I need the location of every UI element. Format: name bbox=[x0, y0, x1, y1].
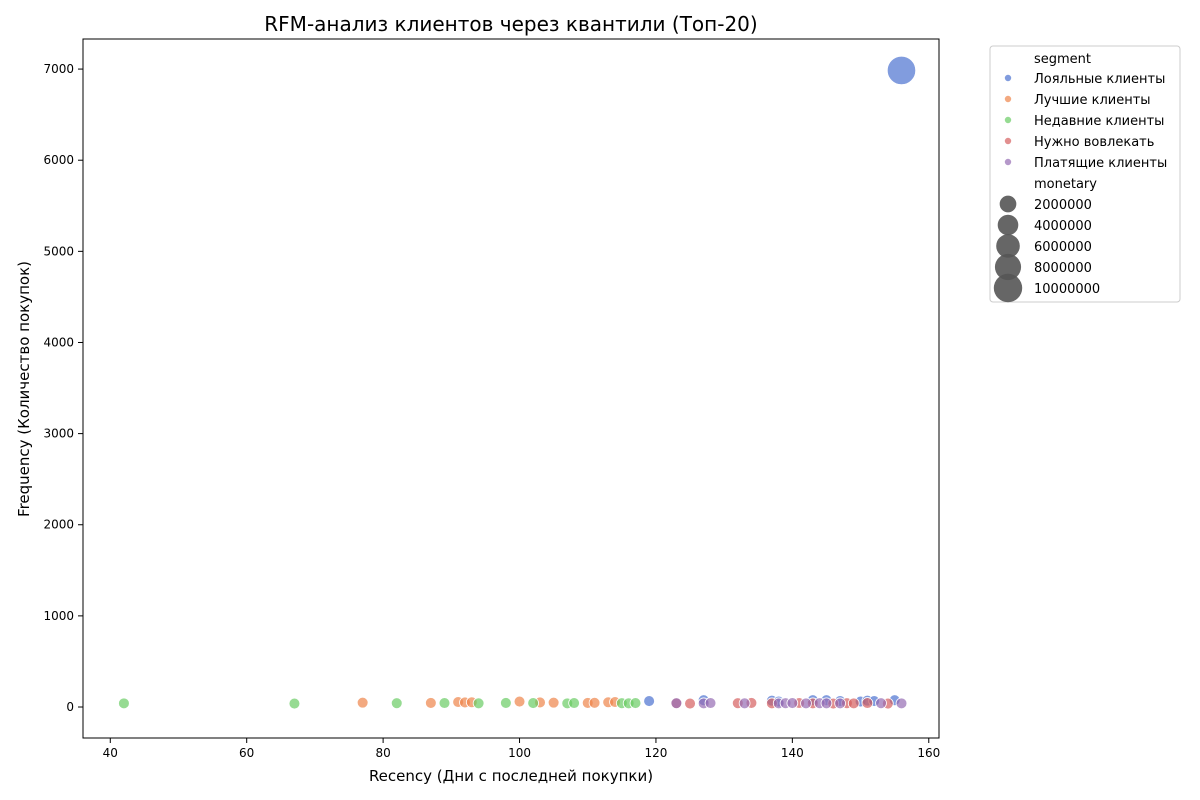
legend-size-entries: 2000000 4000000 6000000 8000000 10000000 bbox=[993, 195, 1100, 303]
legend-label-4: Платящие клиенты bbox=[1034, 156, 1167, 171]
point-1-0 bbox=[356, 696, 369, 709]
y-axis-ticks: 0 1000 2000 3000 4000 5000 6000 7000 bbox=[43, 62, 83, 714]
legend-label-1: Лучшие клиенты bbox=[1034, 93, 1151, 108]
legend-marker-0 bbox=[1004, 74, 1013, 83]
y-tick-label-4: 4000 bbox=[43, 335, 74, 349]
x-tick-label-2: 80 bbox=[375, 746, 390, 760]
point-3-10 bbox=[861, 697, 874, 709]
y-tick-label-1: 1000 bbox=[43, 609, 74, 623]
point-4-11 bbox=[875, 697, 887, 710]
x-axis-label: Recency (Дни с последней покупки) bbox=[369, 767, 653, 785]
legend-marker-4 bbox=[1004, 157, 1013, 166]
y-tick-label-6: 6000 bbox=[43, 153, 74, 167]
legend-marker-3 bbox=[1004, 136, 1013, 145]
legend-frame bbox=[989, 45, 1181, 303]
x-tick-label-3: 100 bbox=[508, 746, 531, 760]
legend-size-marker-4 bbox=[993, 273, 1023, 303]
legend-label-3: Нужно вовлекать bbox=[1034, 135, 1154, 150]
point-4-2 bbox=[704, 697, 717, 709]
legend-size-marker-2 bbox=[996, 234, 1020, 258]
legend-marker-2 bbox=[1004, 116, 1013, 125]
points-layer bbox=[118, 55, 917, 710]
legend-size-marker-1 bbox=[997, 214, 1019, 236]
x-tick-label-1: 60 bbox=[239, 746, 254, 760]
legend-size-label-1: 4000000 bbox=[1034, 219, 1092, 234]
y-axis-label: Frequency (Количество покупок) bbox=[15, 261, 33, 517]
legend-hue-entries: Лояльные клиенты Лучшие клиенты Недавние к… bbox=[1004, 72, 1167, 171]
legend-size-marker-0 bbox=[999, 195, 1017, 213]
x-axis-ticks: 40 60 80 100 120 140 160 bbox=[103, 738, 940, 760]
y-tick-label-7: 7000 bbox=[43, 62, 74, 76]
legend-size-label-2: 6000000 bbox=[1034, 240, 1092, 255]
legend-size-label-4: 10000000 bbox=[1034, 282, 1100, 297]
point-2-0 bbox=[118, 697, 130, 710]
legend-label-0: Лояльные клиенты bbox=[1034, 72, 1165, 87]
legend-size-title: monetary bbox=[1034, 177, 1097, 192]
point-2-5 bbox=[500, 697, 512, 709]
point-1-1 bbox=[425, 697, 437, 709]
point-4-7 bbox=[800, 697, 812, 710]
legend-size-marker-3 bbox=[994, 253, 1022, 281]
point-4-6 bbox=[786, 697, 799, 709]
y-tick-label-3: 3000 bbox=[43, 427, 74, 441]
x-tick-label-5: 140 bbox=[781, 746, 804, 760]
point-4-12 bbox=[895, 697, 908, 710]
legend-size-label-3: 8000000 bbox=[1034, 261, 1092, 276]
point-2-1 bbox=[288, 697, 301, 710]
y-tick-label-2: 2000 bbox=[43, 518, 74, 532]
point-0-1 bbox=[643, 695, 655, 707]
point-3-9 bbox=[847, 697, 860, 710]
x-tick-label-0: 40 bbox=[103, 746, 118, 760]
legend-label-2: Недавние клиенты bbox=[1034, 114, 1164, 129]
point-2-4 bbox=[472, 697, 485, 710]
point-2-8 bbox=[568, 697, 580, 709]
point-4-3 bbox=[738, 697, 751, 710]
point-3-1 bbox=[684, 697, 696, 710]
legend-marker-1 bbox=[1004, 95, 1013, 104]
point-2-3 bbox=[438, 697, 451, 709]
legend: segment Лояльные клиенты Лучшие клиенты Не… bbox=[989, 45, 1181, 303]
y-tick-label-0: 0 bbox=[66, 700, 74, 714]
legend-size-label-0: 2000000 bbox=[1034, 198, 1092, 213]
point-1-9 bbox=[588, 696, 601, 709]
y-tick-label-5: 5000 bbox=[43, 244, 74, 258]
point-4-10 bbox=[834, 697, 846, 710]
point-2-11 bbox=[629, 697, 642, 709]
point-1-7 bbox=[547, 696, 560, 709]
legend-hue-title: segment bbox=[1034, 52, 1091, 67]
point-4-0 bbox=[670, 697, 683, 710]
x-tick-label-4: 120 bbox=[644, 746, 667, 760]
x-tick-label-6: 160 bbox=[917, 746, 940, 760]
plot-frame bbox=[82, 38, 940, 739]
chart-title: RFM-анализ клиентов через квантили (Топ-… bbox=[264, 12, 757, 36]
point-0-0 bbox=[886, 55, 917, 86]
point-2-2 bbox=[390, 697, 403, 710]
point-4-9 bbox=[820, 697, 833, 710]
point-1-5 bbox=[513, 695, 526, 708]
point-2-6 bbox=[527, 697, 540, 709]
